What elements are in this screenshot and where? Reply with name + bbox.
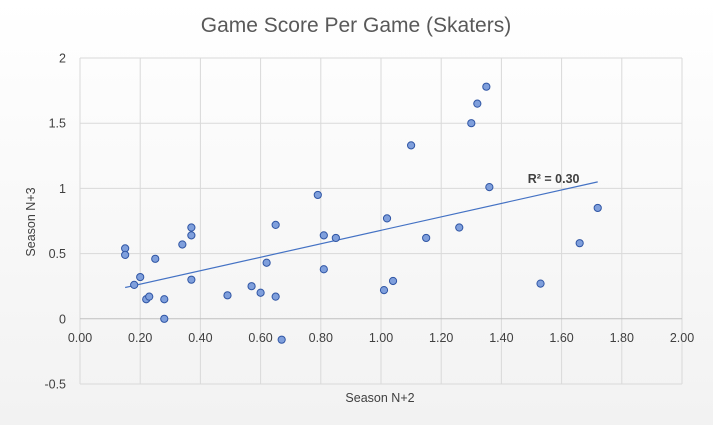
data-point: [187, 275, 196, 284]
data-point: [160, 314, 169, 323]
chart-title: Game Score Per Game (Skaters): [201, 14, 511, 37]
data-point: [130, 280, 139, 289]
data-point: [455, 223, 464, 232]
data-point: [277, 335, 286, 344]
data-point: [319, 265, 328, 274]
x-tick-label: 0.60: [248, 331, 272, 345]
data-point: [422, 233, 431, 243]
data-point: [271, 220, 280, 230]
data-point: [145, 292, 154, 301]
data-point: [223, 291, 232, 300]
x-tick-label: 1.40: [489, 331, 513, 345]
data-point: [407, 141, 416, 150]
data-point: [482, 82, 491, 91]
data-point: [467, 119, 476, 128]
data-point: [178, 240, 187, 249]
x-tick-label: 1.80: [610, 331, 634, 345]
data-point: [593, 203, 602, 213]
data-point: [151, 254, 160, 263]
x-axis-label: Season N+2: [345, 391, 414, 405]
data-points: [121, 82, 602, 344]
trendline: [125, 181, 598, 289]
y-tick-label: 0: [59, 312, 66, 326]
y-tick-label: 2: [59, 52, 66, 66]
data-point: [485, 182, 494, 192]
data-point: [271, 292, 280, 301]
data-point: [247, 282, 256, 291]
data-point: [187, 223, 196, 232]
x-tick-label: 1.60: [549, 331, 573, 345]
gridlines: [79, 57, 683, 385]
y-tick-label: 1.5: [49, 117, 66, 131]
x-tick-label: 0.80: [309, 331, 333, 345]
x-tick-label: 1.20: [429, 331, 453, 345]
data-point: [313, 190, 322, 200]
y-axis-label: Season N+3: [24, 187, 38, 256]
data-point: [121, 250, 130, 260]
data-point: [473, 99, 482, 108]
x-tick-label: 1.00: [369, 331, 393, 345]
x-tick-label: 0.40: [188, 331, 212, 345]
data-point: [379, 286, 389, 295]
data-point: [187, 231, 196, 240]
y-tick-label: -0.5: [44, 378, 66, 392]
data-point: [382, 214, 392, 223]
data-point: [160, 295, 169, 304]
x-tick-label: 2.00: [670, 331, 694, 345]
data-point: [331, 233, 340, 243]
x-tick-label: 0.20: [128, 331, 152, 345]
data-point: [575, 239, 584, 248]
r-squared-label: R² = 0.30: [528, 172, 580, 186]
tick-labels: 0.00 0.20 0.40 0.60 0.80 1.00 1.20 1.40 1.60 1.80…: [44, 52, 694, 392]
data-point: [388, 276, 398, 286]
data-point: [262, 258, 271, 267]
y-tick-label: 1: [59, 182, 66, 196]
data-point: [136, 272, 145, 282]
y-tick-label: 0.5: [49, 247, 66, 261]
data-point: [536, 279, 545, 288]
data-point: [256, 288, 265, 297]
data-point: [319, 231, 328, 240]
x-tick-label: 0.00: [68, 331, 92, 345]
